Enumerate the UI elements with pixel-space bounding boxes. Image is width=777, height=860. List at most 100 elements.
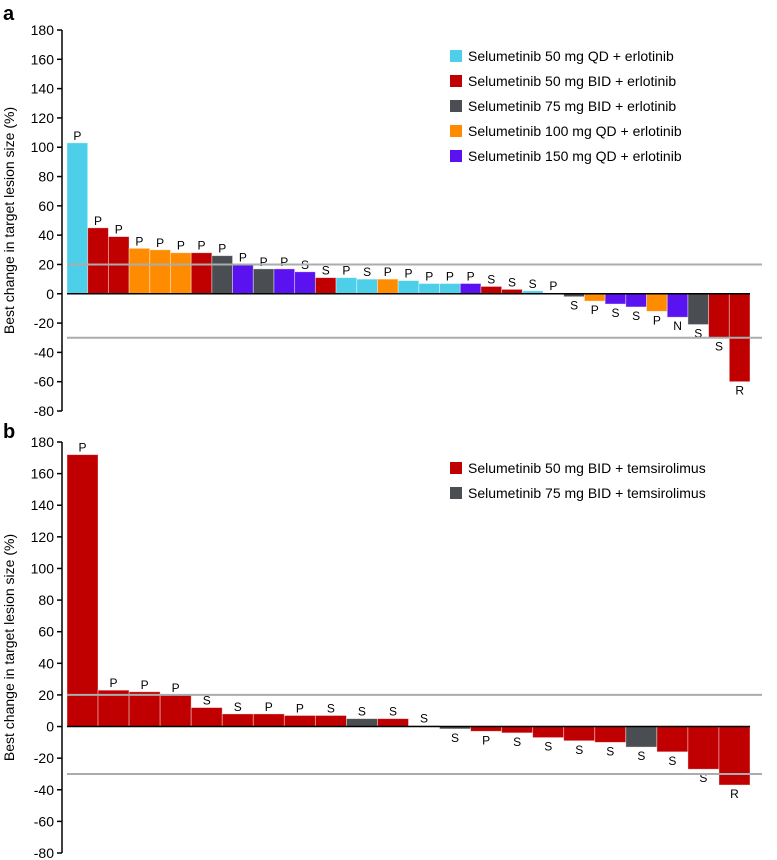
- bar-label: P: [198, 239, 206, 253]
- bar: [418, 283, 440, 295]
- bar-label: S: [668, 754, 676, 768]
- legend-swatch: [450, 75, 462, 87]
- bar-label: S: [637, 749, 645, 763]
- bar: [294, 271, 316, 295]
- bar: [563, 726, 596, 742]
- bar: [584, 293, 606, 302]
- bar: [532, 726, 565, 739]
- bar: [656, 726, 689, 753]
- y-tick-label: -60: [34, 374, 54, 390]
- bar: [128, 691, 161, 727]
- bar: [159, 694, 192, 727]
- bar: [625, 293, 647, 308]
- bar-label: R: [735, 384, 744, 398]
- legend-swatch: [450, 125, 462, 137]
- y-tick-label: 140: [31, 81, 55, 97]
- bar: [66, 454, 99, 727]
- bar: [501, 726, 534, 734]
- y-tick-label: 80: [38, 169, 54, 185]
- bar: [480, 286, 503, 295]
- bar: [283, 715, 316, 727]
- y-tick-label: -60: [34, 813, 54, 829]
- y-tick-label: -20: [34, 750, 54, 766]
- bar: [190, 252, 213, 295]
- bar: [397, 280, 420, 295]
- bar: [221, 713, 254, 727]
- y-tick-label: -80: [34, 845, 54, 860]
- y-tick-label: -40: [34, 782, 54, 798]
- bar-label: S: [508, 275, 516, 289]
- y-axis-title: Best change in target lesion size (%): [1, 107, 17, 334]
- y-tick-label: 0: [46, 286, 54, 302]
- bar-label: P: [446, 270, 454, 284]
- bar-label: S: [570, 299, 578, 313]
- bar-label: S: [234, 700, 242, 714]
- y-tick-label: 180: [31, 434, 55, 450]
- bar-label: P: [296, 701, 304, 715]
- bar-label: S: [632, 309, 640, 323]
- bar-label: S: [529, 277, 537, 291]
- bar-label: P: [135, 234, 143, 248]
- bar: [232, 264, 254, 295]
- y-tick-label: -80: [34, 403, 54, 419]
- bar-label: R: [730, 787, 739, 801]
- legend-label: Selumetinib 100 mg QD + erlotinib: [468, 123, 682, 139]
- legend-swatch: [450, 100, 462, 112]
- bar-label: S: [322, 264, 330, 278]
- bar-label: P: [239, 250, 247, 264]
- bar: [211, 255, 233, 295]
- y-tick-label: 60: [38, 198, 54, 214]
- bar-label: P: [342, 264, 350, 278]
- bar-label: S: [699, 771, 707, 785]
- bar-label: P: [94, 214, 102, 228]
- bar: [646, 293, 668, 312]
- bar: [87, 227, 109, 295]
- bar-label: P: [467, 270, 475, 284]
- legend-swatch: [450, 50, 462, 62]
- bar-label: S: [451, 731, 459, 745]
- legend-swatch: [450, 487, 462, 499]
- y-tick-label: 120: [31, 529, 55, 545]
- bar-label: P: [79, 441, 87, 455]
- y-tick-label: 160: [31, 466, 55, 482]
- bar: [377, 278, 399, 295]
- bar-label: P: [384, 265, 392, 279]
- legend-label: Selumetinib 150 mg QD + erlotinib: [468, 148, 682, 164]
- y-tick-label: 20: [38, 256, 54, 272]
- bar-label: P: [404, 267, 412, 281]
- bar: [459, 283, 482, 295]
- bar-label: P: [177, 239, 185, 253]
- chart-a: PPPPPPPPPPPSSPSPPPPPSSSPSPSSPNSSR1801601…: [1, 22, 762, 419]
- y-axis-title: Best change in target lesion size (%): [1, 534, 17, 761]
- bar: [128, 247, 151, 295]
- bar-label: S: [358, 705, 366, 719]
- legend-label: Selumetinib 50 mg BID + temsirolimus: [468, 460, 706, 476]
- bar-label: S: [203, 694, 211, 708]
- y-tick-label: 140: [31, 497, 55, 513]
- bar: [439, 283, 461, 295]
- y-tick-label: 100: [31, 139, 55, 155]
- bar: [252, 713, 285, 727]
- bar: [273, 268, 296, 295]
- y-tick-label: 120: [31, 110, 55, 126]
- bar: [335, 277, 358, 295]
- bar: [718, 726, 751, 786]
- bar-label: S: [611, 306, 619, 320]
- bar-label: P: [653, 313, 661, 327]
- bar-label: P: [482, 733, 490, 747]
- bar: [356, 278, 378, 295]
- bar-label: P: [265, 700, 273, 714]
- bar-label: P: [549, 279, 557, 293]
- bar-label: P: [141, 678, 149, 692]
- bar: [594, 726, 627, 743]
- bar: [666, 293, 689, 318]
- panel-letter-b: b: [3, 421, 15, 443]
- bar-label: S: [694, 327, 702, 341]
- legend-swatch: [450, 462, 462, 474]
- bar: [149, 249, 171, 295]
- bar-label: P: [172, 681, 180, 695]
- bar: [687, 293, 710, 325]
- y-tick-label: 100: [31, 560, 55, 576]
- bar: [66, 142, 89, 295]
